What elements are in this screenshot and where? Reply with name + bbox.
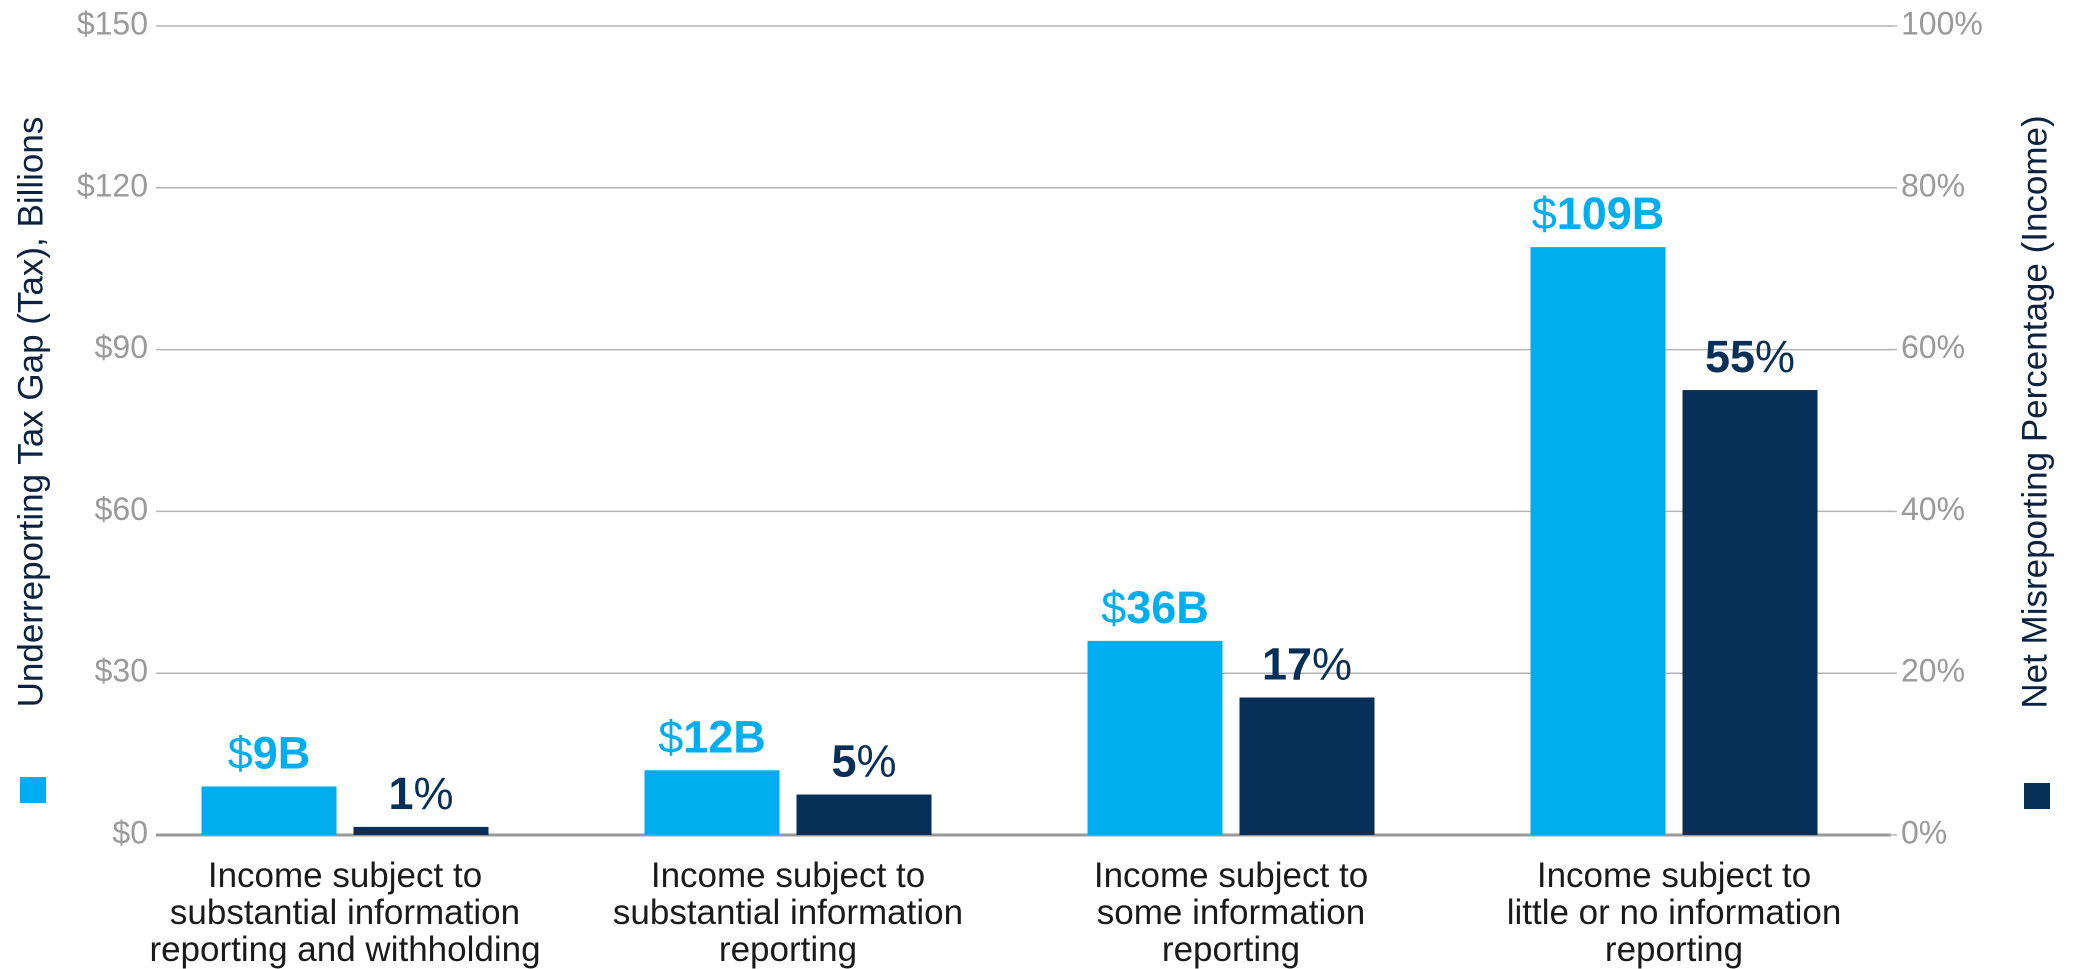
- data-label-part: 9B: [253, 727, 311, 778]
- y2-tick-label: 40%: [1901, 491, 1965, 527]
- y-tick-label: $150: [77, 5, 148, 41]
- legend-swatch: [2024, 783, 2050, 809]
- data-label-part: $: [658, 711, 683, 762]
- data-label-part: 12B: [683, 711, 766, 762]
- y-tick-label: $60: [95, 491, 148, 527]
- data-label-part: 1: [388, 768, 413, 819]
- data-label: $12B: [658, 711, 766, 762]
- bar: [1087, 640, 1223, 835]
- data-label: $36B: [1101, 582, 1209, 633]
- y2-tick-label: 0%: [1901, 814, 1947, 850]
- x-tick-label: Income subject to substantial informatio…: [149, 856, 541, 969]
- data-label-part: 5: [831, 735, 856, 786]
- data-label-part: %: [857, 735, 897, 786]
- legend-label: Net Misreporting Percentage (Income): [2015, 115, 2054, 708]
- data-label: 17%: [1262, 638, 1352, 689]
- x-tick-label: Income subject to substantial informatio…: [612, 856, 964, 969]
- bar: [796, 794, 932, 835]
- data-label: $109B: [1532, 188, 1665, 239]
- data-label-part: %: [1312, 638, 1352, 689]
- data-label-part: $: [1101, 582, 1126, 633]
- data-label-part: 109B: [1557, 188, 1665, 239]
- y-tick-label: $90: [95, 329, 148, 365]
- data-label-part: 36B: [1126, 582, 1209, 633]
- bar: [1682, 390, 1818, 835]
- y-tick-label: $30: [95, 653, 148, 689]
- bar: [201, 786, 337, 835]
- legend-label: Underreporting Tax Gap (Tax), Billions: [11, 117, 50, 708]
- data-label: $9B: [228, 727, 311, 778]
- data-label: 1%: [388, 768, 453, 819]
- data-label: 5%: [831, 735, 896, 786]
- data-label-part: %: [1755, 331, 1795, 382]
- x-tick-label: Income subject to little or no informati…: [1506, 856, 1842, 969]
- data-label-part: 17: [1262, 638, 1312, 689]
- y2-tick-label: 60%: [1901, 329, 1965, 365]
- y2-tick-label: 80%: [1901, 167, 1965, 203]
- y2-tick-label: 20%: [1901, 653, 1965, 689]
- data-label-part: 55: [1705, 331, 1755, 382]
- bar: [1239, 697, 1375, 835]
- bar: [353, 826, 489, 835]
- bar: [1530, 247, 1666, 836]
- data-label-part: $: [1532, 188, 1557, 239]
- legend-swatch: [20, 777, 46, 803]
- y2-tick-label: 100%: [1901, 5, 1983, 41]
- data-label-part: %: [414, 768, 454, 819]
- data-label-part: $: [228, 727, 253, 778]
- data-label: 55%: [1705, 331, 1795, 382]
- x-tick-label: Income subject to some information repor…: [1093, 856, 1369, 969]
- y-tick-label: $0: [112, 814, 148, 850]
- y-tick-label: $120: [77, 167, 148, 203]
- bar: [644, 770, 780, 835]
